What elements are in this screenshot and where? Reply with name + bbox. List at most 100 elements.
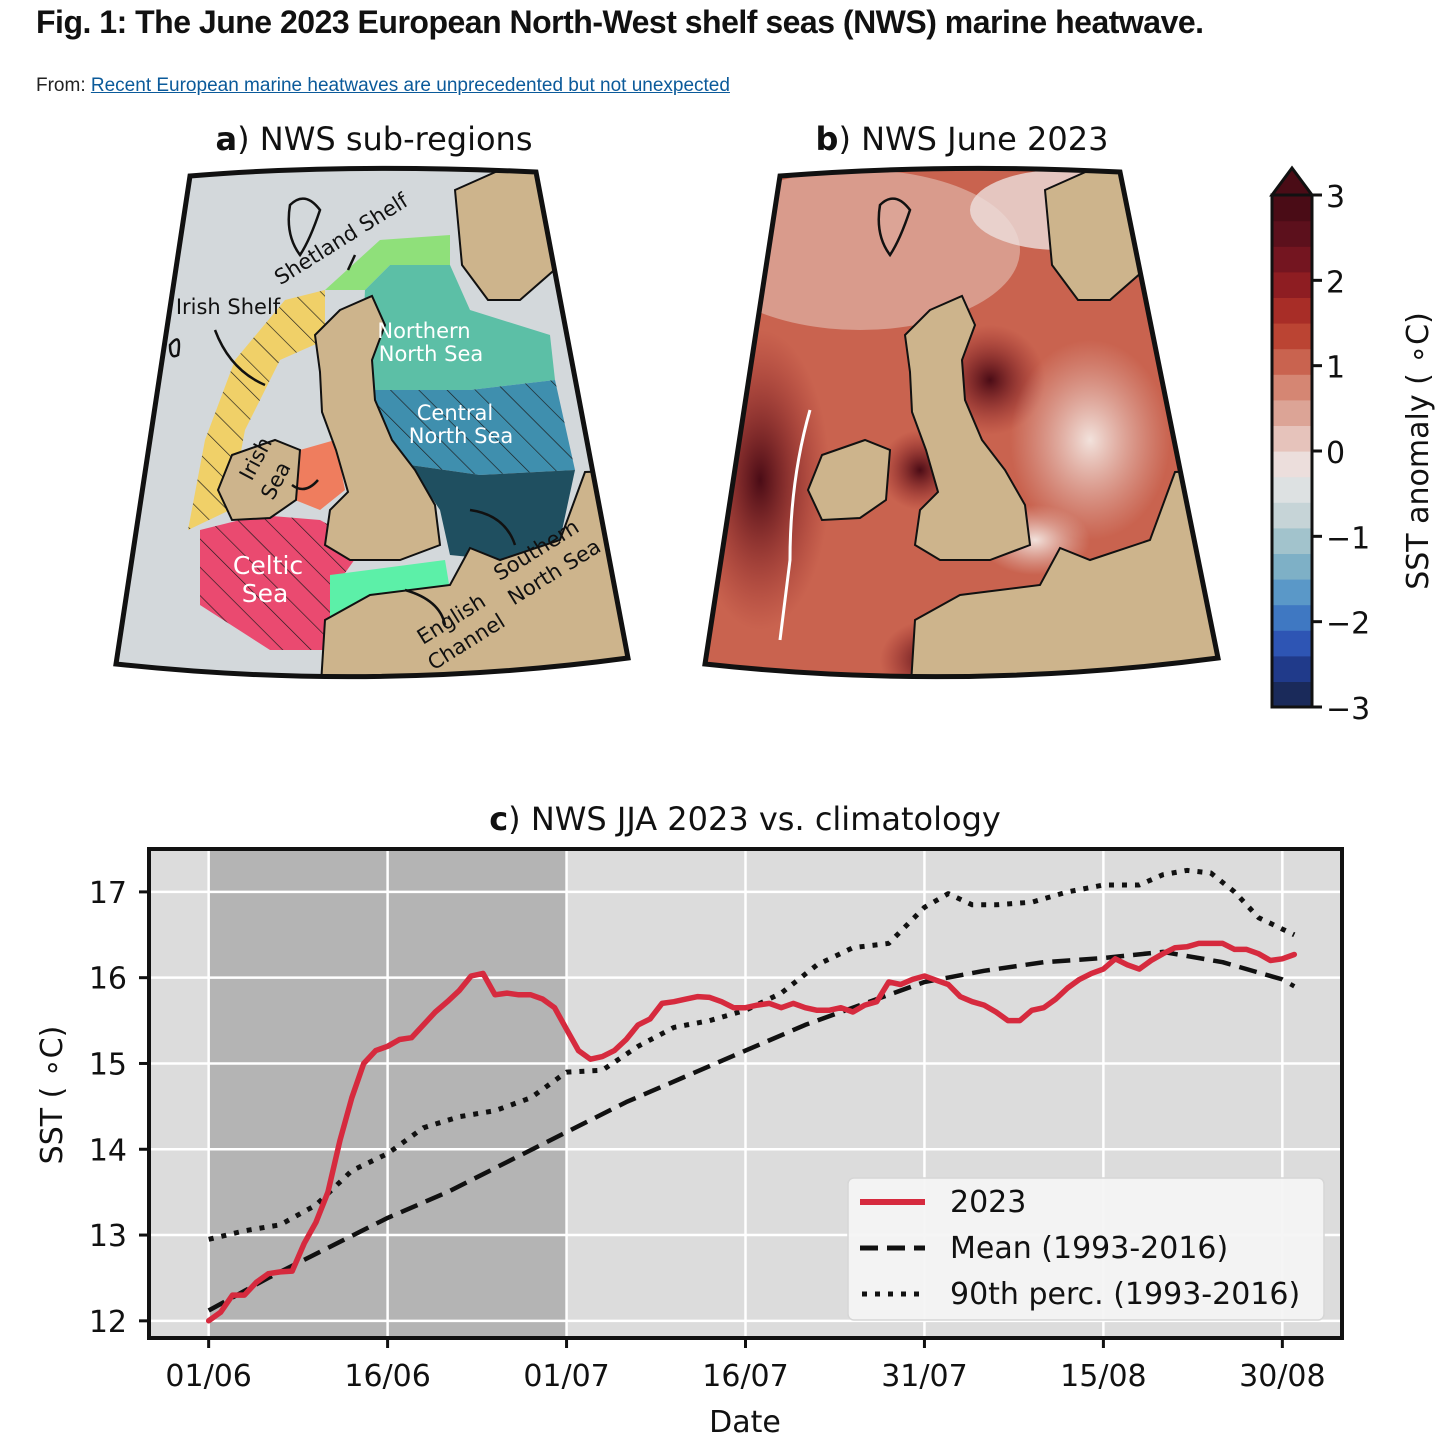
colorbar-tick-label: −3 xyxy=(1326,692,1370,727)
panel-b-map xyxy=(705,168,1218,677)
x-tick-label: 16/06 xyxy=(344,1359,430,1394)
series-lines xyxy=(205,867,1298,1324)
label-northern-north-sea-1: Northern xyxy=(377,319,470,343)
colorbar-segment xyxy=(1272,348,1312,375)
colorbar-segment xyxy=(1272,476,1312,503)
x-tick-label: 15/08 xyxy=(1060,1359,1146,1394)
panel-b-letter: b xyxy=(816,120,839,158)
anomaly-west-hot xyxy=(705,330,830,630)
panel-a-title-text: ) NWS sub-regions xyxy=(237,120,532,158)
y-axis-ticks: 12 13 14 15 16 17 xyxy=(89,876,149,1340)
colorbar-tick-label: 0 xyxy=(1326,436,1345,471)
x-axis-label: Date xyxy=(709,1405,781,1440)
landmass-faroe-b xyxy=(877,197,912,258)
colorbar-segment xyxy=(1272,195,1312,222)
y-tick-label: 17 xyxy=(89,876,127,911)
shelf-edge-contour xyxy=(778,409,812,641)
legend-label-90th: 90th perc. (1993-2016) xyxy=(950,1277,1300,1312)
colorbar-segment xyxy=(1272,323,1312,350)
series-line-2023 xyxy=(205,940,1298,1324)
panel-a: a) NWS sub-regions xyxy=(113,120,631,680)
pointer-english-channel xyxy=(404,588,447,626)
colorbar-segment xyxy=(1272,451,1312,478)
colorbar-segment xyxy=(1272,297,1312,324)
region-central-north-sea-hatch xyxy=(360,380,575,475)
panel-c-title: c) NWS JJA 2023 vs. climatology xyxy=(489,800,1001,838)
colorbar-tick-label: 1 xyxy=(1326,351,1345,386)
label-central-north-sea-1: Central xyxy=(417,401,493,425)
colorbar-tick-label: −2 xyxy=(1326,607,1370,642)
colorbar-segment xyxy=(1272,425,1312,452)
panel-a-map xyxy=(116,168,628,677)
colorbar-tick-label: −1 xyxy=(1326,521,1370,556)
region-southern-north-sea xyxy=(410,465,575,560)
legend: 2023 Mean (1993-2016) 90th perc. (1993-2… xyxy=(847,1177,1325,1321)
colorbar-tick-label: 2 xyxy=(1326,265,1345,300)
colorbar-segments xyxy=(1272,195,1312,708)
landmass-faroe xyxy=(287,197,322,258)
colorbar-segment xyxy=(1272,374,1312,401)
colorbar-segment xyxy=(1272,246,1312,273)
label-central-north-sea-2: North Sea xyxy=(409,424,514,448)
pointer-irish-sea xyxy=(291,479,319,491)
panel-b-title-text: ) NWS June 2023 xyxy=(838,120,1108,158)
panel-c-chart: c) NWS JJA 2023 vs. climatology 01/06 16/… xyxy=(35,800,1344,1440)
panel-b-frame xyxy=(702,165,1221,680)
landmass-great-britain-b xyxy=(903,294,1032,561)
region-irish-sea xyxy=(295,440,345,510)
label-northern-north-sea-2: North Sea xyxy=(379,342,484,366)
x-tick-label: 16/07 xyxy=(702,1359,788,1394)
colorbar-segment xyxy=(1272,527,1312,554)
colorbar-segment xyxy=(1272,220,1312,247)
region-shetland-shelf xyxy=(325,235,450,290)
colorbar-segment xyxy=(1272,579,1312,606)
colorbar-segment xyxy=(1272,681,1312,708)
colorbar-tick-label: 3 xyxy=(1326,180,1345,215)
label-celtic-sea-2: Sea xyxy=(242,579,289,608)
legend-label-mean: Mean (1993-2016) xyxy=(950,1231,1228,1266)
figure-title: Fig. 1: The June 2023 European North-Wes… xyxy=(36,4,1204,40)
colorbar-extend-arrow xyxy=(1269,165,1315,197)
panel-a-title: a) NWS sub-regions xyxy=(216,120,533,158)
y-tick-label: 13 xyxy=(89,1219,127,1254)
x-axis-ticks: 01/06 16/06 01/07 16/07 31/07 15/08 30/08 xyxy=(165,1338,1326,1394)
landmass-continent xyxy=(318,468,628,677)
region-northern-north-sea xyxy=(360,265,555,390)
anomaly-north-patch xyxy=(705,170,1020,330)
region-celtic-sea-hatch xyxy=(200,515,365,650)
y-tick-label: 14 xyxy=(89,1133,127,1168)
anomaly-southern-north-sea-light xyxy=(1010,340,1170,540)
colorbar-segment xyxy=(1272,655,1312,682)
y-tick-label: 16 xyxy=(89,962,127,997)
landmass-great-britain xyxy=(313,294,442,561)
source-from-label: From: xyxy=(36,75,86,96)
series-line-90th-percentile xyxy=(208,867,1296,1242)
colorbar-segment xyxy=(1272,604,1312,631)
x-tick-label: 30/08 xyxy=(1239,1359,1325,1394)
colorbar-segment xyxy=(1272,502,1312,529)
pointer-irish-shelf xyxy=(213,329,266,387)
x-tick-label: 01/06 xyxy=(165,1359,251,1394)
panel-a-letter: a xyxy=(216,120,238,158)
legend-box xyxy=(847,1177,1325,1321)
series-line-mean xyxy=(207,949,1296,1313)
landmass-rockall xyxy=(168,338,181,358)
colorbar-ticks: 3 2 1 0 −1 −2 −3 xyxy=(1312,180,1370,727)
landmass-ireland-b xyxy=(806,438,892,522)
colorbar-segment xyxy=(1272,553,1312,580)
x-tick-label: 01/07 xyxy=(523,1359,609,1394)
colorbar-label: SST anomaly ( ∘C) xyxy=(1401,312,1436,590)
colorbar-segment xyxy=(1272,399,1312,426)
source-article-link[interactable]: Recent European marine heatwaves are unp… xyxy=(90,75,730,96)
colorbar-segment xyxy=(1272,271,1312,298)
label-celtic-sea-1: Celtic xyxy=(233,551,303,580)
y-axis-label: SST ( ∘C) xyxy=(35,1026,70,1165)
panel-c-letter: c xyxy=(489,800,508,838)
panel-a-frame xyxy=(113,165,631,680)
pointer-shetland xyxy=(346,254,357,271)
y-tick-label: 15 xyxy=(89,1047,127,1082)
landmass-ireland xyxy=(216,438,302,522)
x-tick-label: 31/07 xyxy=(881,1359,967,1394)
colorbar-segment xyxy=(1272,630,1312,657)
